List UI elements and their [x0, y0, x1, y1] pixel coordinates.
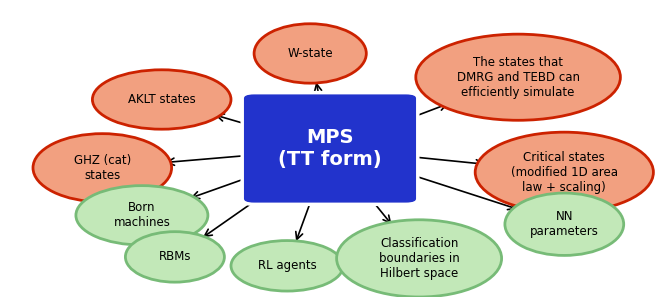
Text: The states that
DMRG and TEBD can
efficiently simulate: The states that DMRG and TEBD can effici…: [457, 56, 579, 99]
Text: RBMs: RBMs: [158, 250, 191, 263]
Text: Critical states
(modified 1D area
law + scaling): Critical states (modified 1D area law + …: [511, 151, 618, 194]
Text: Classification
boundaries in
Hilbert space: Classification boundaries in Hilbert spa…: [379, 237, 459, 280]
Text: RL agents: RL agents: [257, 259, 317, 272]
Text: W-state: W-state: [287, 47, 333, 60]
Ellipse shape: [33, 134, 172, 202]
Text: AKLT states: AKLT states: [128, 93, 195, 106]
FancyBboxPatch shape: [242, 93, 418, 204]
Ellipse shape: [92, 70, 231, 129]
Text: NN
parameters: NN parameters: [530, 210, 599, 238]
Text: GHZ (cat)
states: GHZ (cat) states: [74, 154, 131, 182]
Ellipse shape: [475, 132, 653, 212]
Ellipse shape: [231, 241, 343, 291]
Text: MPS
(TT form): MPS (TT form): [278, 128, 382, 169]
Ellipse shape: [416, 34, 620, 120]
Ellipse shape: [125, 232, 224, 282]
Text: Born
machines: Born machines: [114, 201, 170, 229]
Ellipse shape: [337, 220, 502, 297]
Ellipse shape: [254, 24, 366, 83]
Ellipse shape: [505, 193, 624, 255]
Ellipse shape: [76, 186, 208, 245]
